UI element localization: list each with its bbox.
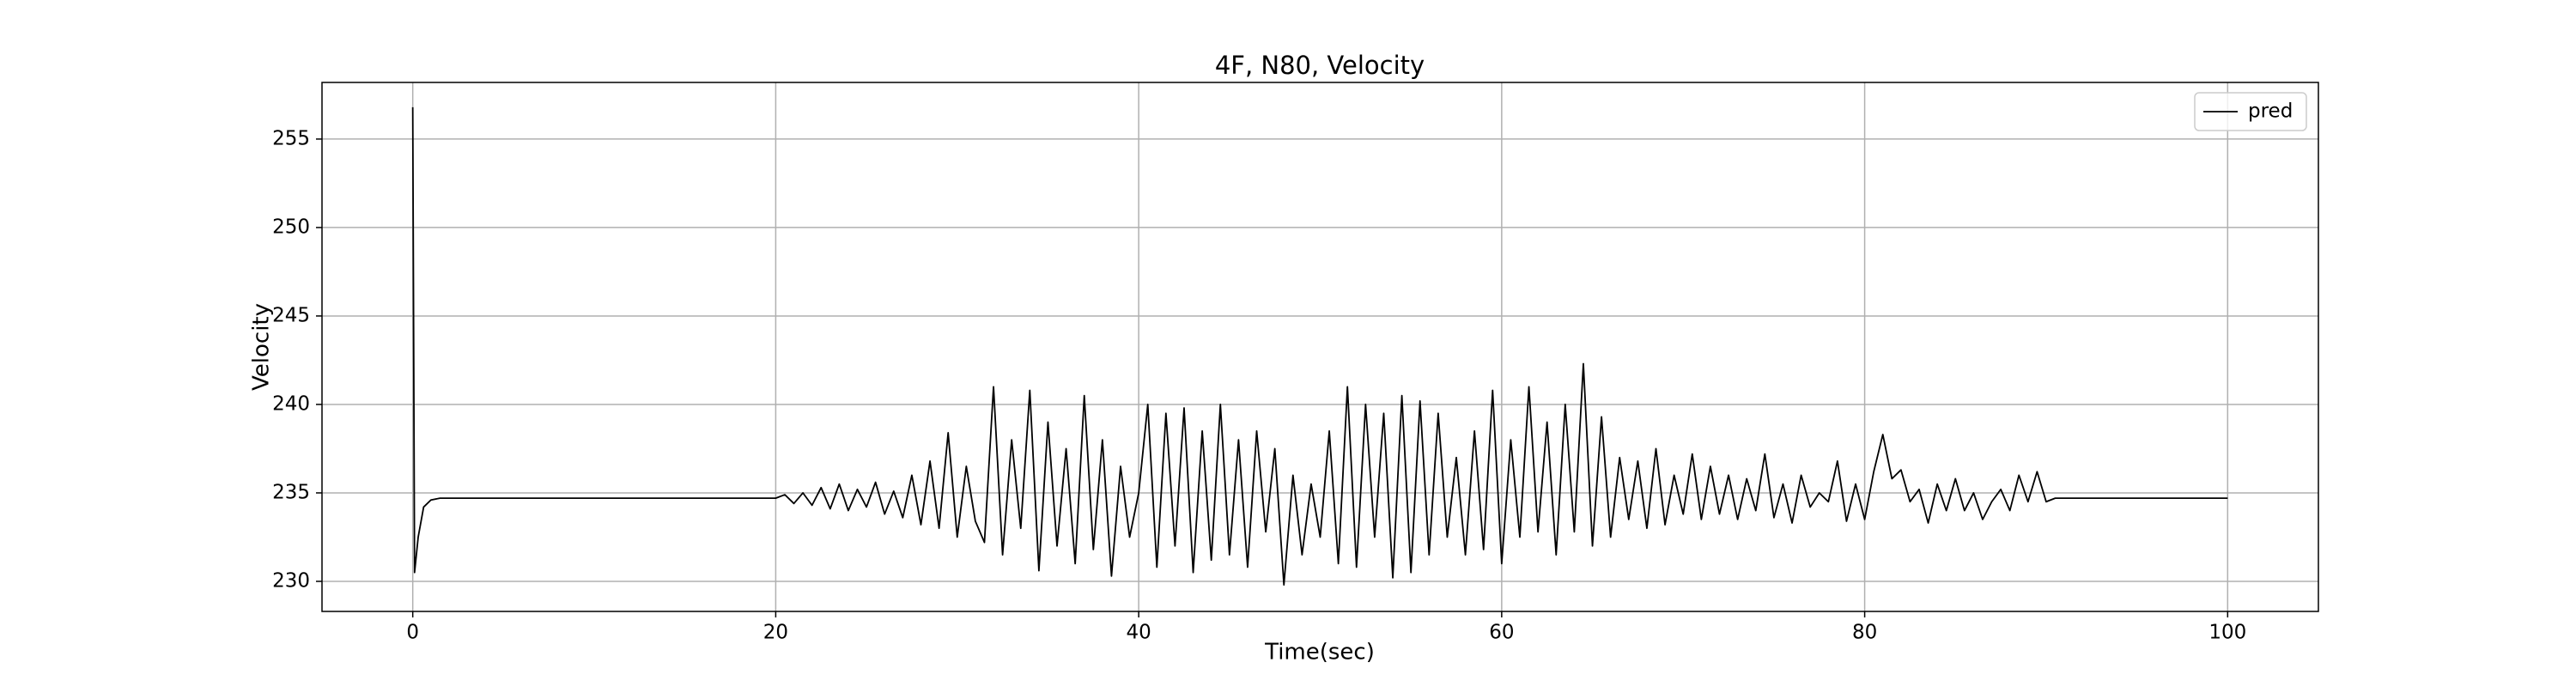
legend-box bbox=[2194, 92, 2307, 131]
y-tick-label: 240 bbox=[272, 392, 310, 415]
y-axis-label: Velocity bbox=[249, 303, 275, 391]
x-tick-label: 60 bbox=[1489, 622, 1514, 644]
plot-frame bbox=[321, 82, 2319, 612]
chart-title: 4F, N80, Velocity bbox=[1215, 51, 1425, 80]
y-tick-label: 255 bbox=[272, 127, 310, 149]
y-tick-label: 235 bbox=[272, 481, 310, 503]
y-tick-label: 230 bbox=[272, 569, 310, 592]
x-tick-label: 40 bbox=[1126, 622, 1151, 644]
x-tick-label: 100 bbox=[2208, 622, 2246, 644]
x-tick-label: 80 bbox=[1852, 622, 1877, 644]
x-tick-label: 20 bbox=[763, 622, 788, 644]
y-tick-label: 250 bbox=[272, 216, 310, 238]
legend-label: pred bbox=[2248, 100, 2293, 123]
series-line bbox=[411, 106, 2228, 586]
y-tick-label: 245 bbox=[272, 304, 310, 326]
x-tick-label: 0 bbox=[406, 622, 419, 644]
x-axis-label: Time(sec) bbox=[1264, 640, 1375, 666]
